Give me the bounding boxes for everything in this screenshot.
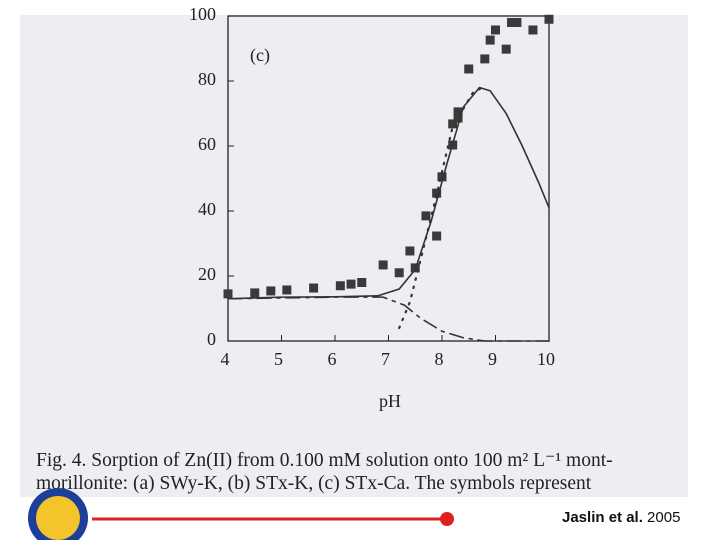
y-tick-label: 100 [189,4,216,24]
data-point [432,188,442,198]
data-point [448,119,458,129]
data-point [491,25,500,35]
data-point [432,231,442,241]
data-point [250,288,260,298]
data-point [346,279,356,289]
data-point [453,113,463,123]
data-point [405,246,415,256]
citation-authors: Jaslin et al. [562,509,643,526]
x-tick-label: 6 [328,349,337,369]
data-point [453,107,463,117]
data-point [485,35,495,45]
data-point [464,64,474,74]
data-point [501,44,511,54]
x-tick-label: 7 [381,349,390,369]
caption-line: Fig. 4. Sorption of Zn(II) from 0.100 mM… [36,450,613,471]
x-tick-label: 5 [274,349,283,369]
data-point [437,172,447,182]
data-point [512,18,522,27]
y-tick-label: 80 [198,69,216,89]
data-point [335,281,345,291]
caption-line: morillonite: (a) SWy-K, (b) STx-K, (c) S… [36,473,592,494]
citation: Jaslin et al. 2005 [562,509,680,526]
data-point [309,283,319,293]
annotation: (c) [250,45,270,66]
y-tick-label: 0 [207,329,216,349]
x-axis-label: pH [379,391,401,411]
data-point [507,18,517,27]
data-point [223,289,233,299]
x-tick-label: 10 [537,349,555,369]
curve [398,86,486,330]
y-tick-label: 20 [198,264,216,284]
curve [227,296,550,342]
data-point [266,286,276,296]
y-tick-label: 60 [198,134,216,154]
citation-year: 2005 [647,509,681,526]
x-tick-label: 9 [488,349,497,369]
data-point [378,260,388,270]
y-tick-label: 40 [198,199,216,219]
scan-image [20,15,688,497]
data-point [544,14,554,24]
x-tick-label: 4 [221,349,230,369]
data-point [480,54,490,64]
data-point [282,285,292,295]
data-point [528,25,538,35]
data-point [394,268,404,278]
data-point [421,211,431,221]
x-tick-label: 8 [435,349,444,369]
data-point [357,278,367,287]
curve [227,86,550,300]
